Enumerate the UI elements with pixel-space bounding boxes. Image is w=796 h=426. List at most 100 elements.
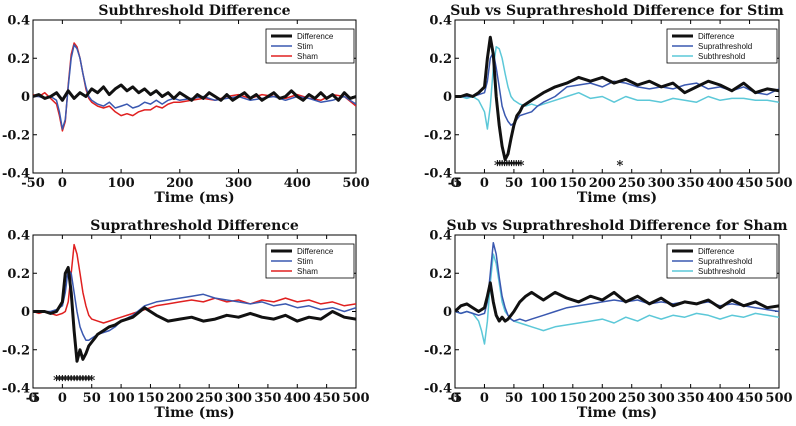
x-tick-label: 200 xyxy=(589,391,616,406)
y-tick-label: 0.2 xyxy=(7,267,30,282)
legend-label: Suprathreshold xyxy=(698,257,752,266)
x-tick-label: 0 xyxy=(58,176,67,191)
x-tick-label: 250 xyxy=(618,176,645,191)
x-tick-label: 0 xyxy=(480,391,489,406)
x-tick-label: 150 xyxy=(559,176,586,191)
significance-marker: * xyxy=(74,373,81,388)
series-group xyxy=(455,35,779,162)
significance-marker: * xyxy=(53,373,60,388)
x-tick-label: 450 xyxy=(736,391,763,406)
y-tick-label: -0.4 xyxy=(2,167,30,182)
legend-label: Subthreshold xyxy=(698,267,745,276)
y-tick-label: 0.4 xyxy=(429,14,452,29)
x-tick-label: 0 xyxy=(480,176,489,191)
chart-title: Sub vs Suprathreshold Difference for Sti… xyxy=(450,3,784,19)
significance-marker: * xyxy=(68,373,75,388)
y-tick-label: -0.4 xyxy=(424,167,452,182)
series-line-sham xyxy=(33,243,356,324)
x-tick-label: 0 xyxy=(28,391,37,406)
significance-marker: * xyxy=(80,373,87,388)
x-tick-label: 100 xyxy=(530,176,557,191)
significance-marker: * xyxy=(59,373,66,388)
x-tick-label: 400 xyxy=(284,176,311,191)
y-tick-label: 0.4 xyxy=(7,14,30,29)
x-tick-label: 400 xyxy=(707,391,734,406)
y-tick-label: 0.2 xyxy=(7,52,30,67)
chart-title: Subthreshold Difference xyxy=(98,3,290,19)
legend-label: Difference xyxy=(698,247,735,256)
y-tick-label: -0.2 xyxy=(424,128,452,143)
x-tick-label: 0 xyxy=(58,391,67,406)
x-tick-label: 50 xyxy=(83,391,101,406)
x-tick-label: 0 xyxy=(450,391,459,406)
x-tick-label: 200 xyxy=(166,391,193,406)
significance-marker: * xyxy=(501,158,508,173)
significance-marker: * xyxy=(518,158,525,173)
significance-marker: * xyxy=(511,158,518,173)
x-tick-label: 250 xyxy=(618,391,645,406)
y-tick-label: 0 xyxy=(21,90,30,105)
x-tick-label: 50 xyxy=(505,391,523,406)
x-tick-label: 350 xyxy=(677,391,704,406)
x-tick-label: 350 xyxy=(677,176,704,191)
x-tick-label: 100 xyxy=(108,391,135,406)
chart-title: Suprathreshold Difference xyxy=(90,218,299,234)
series-line-difference xyxy=(455,35,779,162)
legend-label: Sham xyxy=(297,267,318,276)
significance-marker: * xyxy=(496,158,503,173)
x-tick-label: 50 xyxy=(505,176,523,191)
x-axis-label: Time (ms) xyxy=(154,405,234,421)
significance-marker: * xyxy=(56,373,63,388)
x-tick-label: -5 xyxy=(448,391,462,406)
x-tick-label: 500 xyxy=(342,176,369,191)
legend-label: Difference xyxy=(698,32,735,41)
significance-marker: * xyxy=(88,373,95,388)
y-tick-label: 0 xyxy=(443,90,452,105)
x-tick-label: 300 xyxy=(225,391,252,406)
series-group xyxy=(33,42,356,132)
x-tick-label: 450 xyxy=(313,391,340,406)
x-axis-label: Time (ms) xyxy=(577,405,657,421)
x-tick-label: 300 xyxy=(225,176,252,191)
x-tick-label: 100 xyxy=(108,176,135,191)
x-tick-label: -50 xyxy=(21,176,45,191)
x-tick-label: 500 xyxy=(765,176,792,191)
y-tick-label: -0.2 xyxy=(424,343,452,358)
y-tick-label: 0 xyxy=(443,305,452,320)
x-tick-label: 350 xyxy=(254,391,281,406)
significance-marker: * xyxy=(494,158,501,173)
x-tick-label: -5 xyxy=(26,391,40,406)
y-tick-label: -0.4 xyxy=(2,382,30,397)
significance-marker: * xyxy=(503,158,510,173)
significance-marker: * xyxy=(515,158,522,173)
significance-marker: * xyxy=(71,373,78,388)
y-tick-label: 0 xyxy=(21,305,30,320)
significance-marker: * xyxy=(77,373,84,388)
legend-label: Difference xyxy=(297,247,334,256)
significance-marker: * xyxy=(513,158,520,173)
x-tick-label: 500 xyxy=(342,391,369,406)
significance-marker: * xyxy=(82,373,89,388)
y-tick-label: -0.2 xyxy=(2,343,30,358)
legend-label: Stim xyxy=(297,257,313,266)
series-group xyxy=(33,243,356,363)
x-tick-label: 500 xyxy=(765,391,792,406)
x-tick-label: 0 xyxy=(450,176,459,191)
chart-panel-1: Subthreshold Difference -0.4 -0.2 0 0.2 0.4 -5… xyxy=(2,3,370,206)
y-tick-label: 0.4 xyxy=(7,229,30,244)
significance-marker: * xyxy=(508,158,515,173)
x-tick-label: 100 xyxy=(530,391,557,406)
x-tick-label: 300 xyxy=(648,391,675,406)
significance-marker: * xyxy=(617,158,624,173)
x-tick-label: 400 xyxy=(707,176,734,191)
chart-panel-4: Sub vs Suprathreshold Difference for Sha… xyxy=(424,218,793,421)
chart-title: Sub vs Suprathreshold Difference for Sha… xyxy=(446,218,787,234)
chart-panel-2: Sub vs Suprathreshold Difference for Sti… xyxy=(424,3,793,206)
legend-label: Difference xyxy=(297,32,334,41)
significance-marker: * xyxy=(85,373,92,388)
significance-marker: * xyxy=(499,158,506,173)
x-tick-label: 450 xyxy=(736,176,763,191)
